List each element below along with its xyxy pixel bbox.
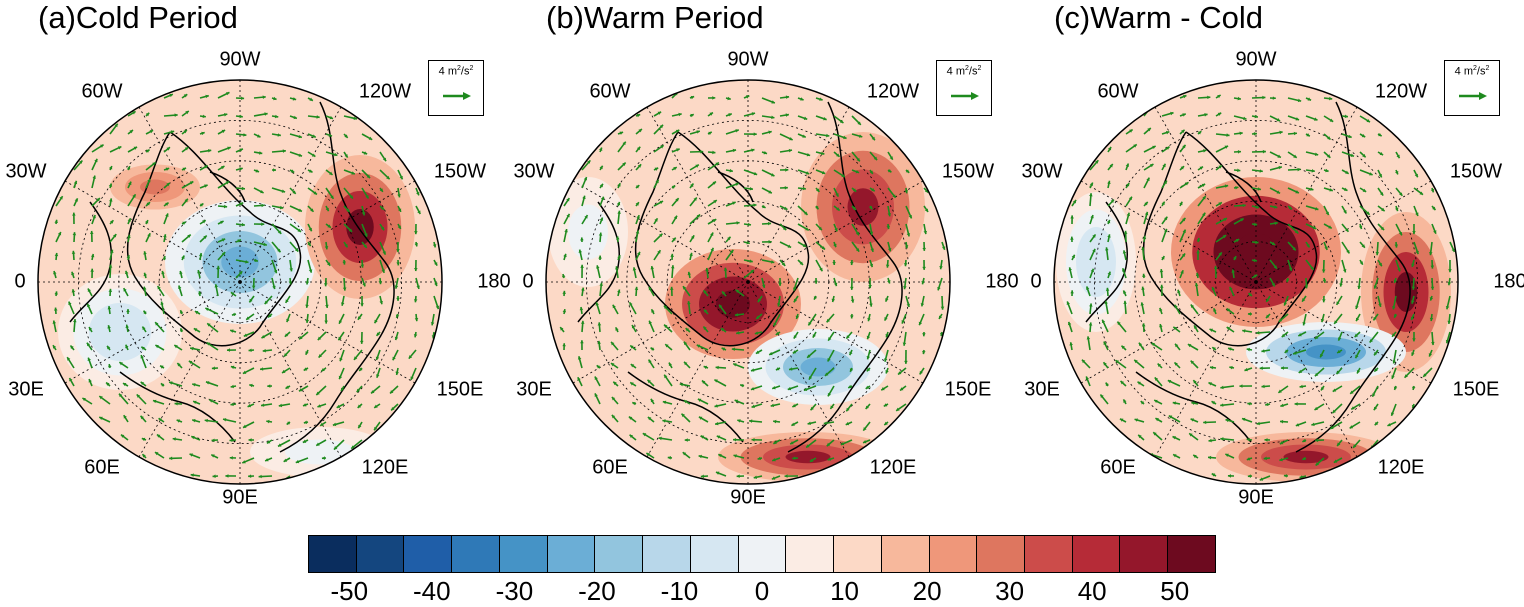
colorbar-cell	[357, 536, 405, 572]
longitude-label: 30W	[1021, 161, 1062, 184]
blob-asia-south-red	[1284, 451, 1329, 464]
blob-atlantic-blue	[578, 218, 598, 246]
colorbar-cells	[308, 535, 1216, 573]
longitude-label: 60E	[592, 457, 628, 480]
longitude-label: 120E	[362, 457, 409, 480]
longitude-label: 90W	[219, 49, 260, 72]
longitude-label: 90E	[1238, 487, 1274, 510]
longitude-label: 180	[1493, 271, 1524, 294]
colorbar-tick-label: 40	[1078, 576, 1107, 607]
longitude-label: 0	[14, 271, 25, 294]
longitude-label: 60W	[1097, 81, 1138, 104]
longitude-label: 60E	[1100, 457, 1136, 480]
colorbar-cell	[1073, 536, 1121, 572]
colorbar-cell	[739, 536, 787, 572]
longitude-label: 30E	[516, 379, 552, 402]
longitude-label: 150E	[437, 379, 484, 402]
longitude-label: 60E	[84, 457, 120, 480]
longitude-label: 120W	[867, 81, 919, 104]
longitude-label: 150E	[945, 379, 992, 402]
longitude-label: 30W	[513, 161, 554, 184]
reference-vector-label: 4 m2/s2	[429, 65, 483, 78]
blob-outer-blue	[105, 318, 136, 347]
colorbar-cell	[882, 536, 930, 572]
blob-southwest-blue	[303, 446, 338, 459]
colorbar-cell	[930, 536, 978, 572]
longitude-label: 150W	[942, 161, 994, 184]
colorbar-cell	[691, 536, 739, 572]
colorbar-cell	[1120, 536, 1168, 572]
blob-europe-red	[716, 290, 750, 318]
colorbar-tick-label: 30	[995, 576, 1024, 607]
colorbar-cell	[643, 536, 691, 572]
colorbar-cell	[1025, 536, 1073, 572]
longitude-label: 90W	[1235, 49, 1276, 72]
longitude-label: 90W	[727, 49, 768, 72]
colorbar-tick-label: -40	[413, 576, 451, 607]
colorbar-cell	[977, 536, 1025, 572]
longitude-label: 120W	[1375, 81, 1427, 104]
colorbar-tick-label: 20	[913, 576, 942, 607]
colorbar-tick-label: -30	[496, 576, 534, 607]
reference-vector-box: 4 m2/s2	[428, 60, 484, 116]
colorbar-tick-label: 10	[830, 576, 859, 607]
longitude-label: 120E	[1378, 457, 1425, 480]
colorbar-cell	[500, 536, 548, 572]
colorbar-cell	[834, 536, 882, 572]
longitude-label: 60W	[589, 81, 630, 104]
colorbar-tick-label: -20	[578, 576, 616, 607]
colorbar-cell	[1168, 536, 1215, 572]
colorbar-cell	[595, 536, 643, 572]
colorbar-cell	[404, 536, 452, 572]
longitude-label: 0	[522, 271, 533, 294]
reference-arrow-icon	[443, 91, 471, 101]
colorbar	[308, 535, 1216, 573]
longitude-label: 60W	[81, 81, 122, 104]
longitude-label: 30E	[8, 379, 44, 402]
longitude-label: 150E	[1453, 379, 1500, 402]
colorbar-tick-label: -10	[661, 576, 699, 607]
longitude-label: 180	[477, 271, 510, 294]
longitude-label: 120E	[870, 457, 917, 480]
colorbar-cell	[452, 536, 500, 572]
longitude-label: 180	[985, 271, 1018, 294]
longitude-label: 90E	[730, 487, 766, 510]
longitude-label: 90E	[222, 487, 258, 510]
longitude-label: 120W	[359, 81, 411, 104]
longitude-label: 0	[1030, 271, 1041, 294]
longitude-label: 150W	[1450, 161, 1502, 184]
reference-arrow-icon	[951, 91, 979, 101]
reference-vector-box: 4 m2/s2	[936, 60, 992, 116]
colorbar-cell	[548, 536, 596, 572]
colorbar-tick-label: 50	[1160, 576, 1189, 607]
reference-vector-label: 4 m2/s2	[937, 65, 991, 78]
colorbar-cell	[786, 536, 834, 572]
reference-vector-label: 4 m2/s2	[1445, 65, 1499, 78]
colorbar-tick-label: -50	[330, 576, 368, 607]
blob-asia-south-red	[786, 451, 831, 464]
colorbar-tick-label: 0	[755, 576, 769, 607]
reference-vector-box: 4 m2/s2	[1444, 60, 1500, 116]
longitude-label: 30E	[1024, 379, 1060, 402]
blob-siberia-blue	[801, 358, 836, 377]
reference-arrow-icon	[1459, 91, 1487, 101]
longitude-label: 150W	[434, 161, 486, 184]
longitude-label: 30W	[5, 161, 46, 184]
blob-atlantic-blue	[1086, 245, 1106, 280]
colorbar-cell	[309, 536, 357, 572]
